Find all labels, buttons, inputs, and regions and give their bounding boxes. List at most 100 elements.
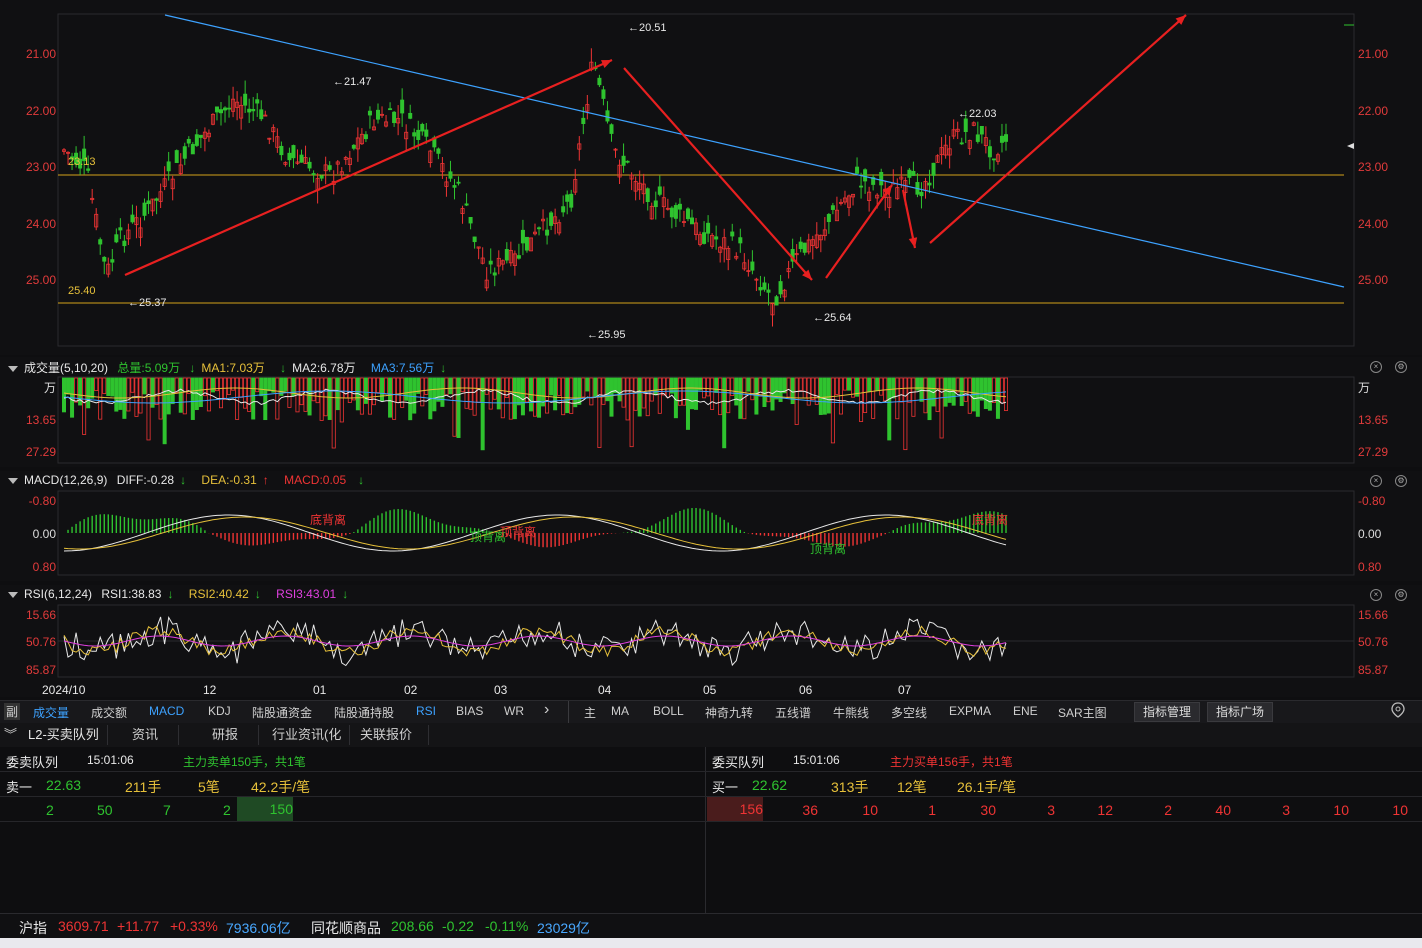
volume-bar (875, 377, 880, 391)
macd-annotation: 底背离 (972, 513, 1009, 527)
candle-body (557, 222, 562, 234)
tab-ma[interactable]: MA (611, 704, 629, 718)
close-icon[interactable]: × (1370, 361, 1382, 373)
time-axis-label: 2024/10 (42, 683, 86, 697)
candle-body (698, 234, 703, 245)
volume-bar (138, 377, 143, 414)
tab-bull-bear[interactable]: 牛熊线 (833, 706, 870, 720)
candle-body (549, 212, 554, 226)
candle-body (714, 236, 719, 240)
candle-body (400, 99, 405, 114)
tab-sar[interactable]: SAR主图 (1058, 706, 1107, 720)
candle-body (601, 89, 606, 99)
volume-axis-label: 13.65 (25, 413, 56, 427)
candle-body (480, 257, 485, 264)
tab-rsi[interactable]: RSI (416, 704, 437, 718)
volume-bar (738, 377, 743, 419)
candle-body (991, 158, 996, 161)
volume-bar (190, 377, 195, 420)
price-chart[interactable] (0, 0, 1422, 355)
tab-macd[interactable]: MACD (149, 704, 185, 718)
rsi-1: RSI1:38.83 ↓ (101, 587, 174, 601)
volume-chart[interactable] (0, 357, 1422, 467)
candle-body (641, 183, 646, 195)
candle-body (621, 155, 626, 166)
sell-volume: 211手 (125, 779, 162, 795)
volume-axis-unit: 万 (43, 381, 56, 395)
settings-icon[interactable]: ⚙ (1395, 361, 1407, 373)
settings-icon[interactable]: ⚙ (1395, 589, 1407, 601)
rsi-chart[interactable] (0, 585, 1422, 697)
tab-ene[interactable]: ENE (1013, 704, 1038, 718)
volume-bar (565, 377, 570, 414)
candle-body (524, 236, 529, 251)
settings-icon[interactable]: ⚙ (1395, 475, 1407, 487)
buy-volume: 313手 (831, 779, 869, 795)
candle-body (565, 194, 570, 202)
close-icon[interactable]: × (1370, 589, 1382, 601)
rsi-axis-label: 15.66 (25, 608, 56, 622)
volume-bar (903, 377, 908, 451)
collapse-icon[interactable] (8, 591, 18, 598)
annotation-high-top: ←20.51 (628, 22, 667, 34)
tab-l2-queue[interactable]: L2-买卖队列 (20, 725, 108, 745)
annotation-low-right: ←25.64 (813, 312, 852, 324)
tab-bias[interactable]: BIAS (456, 704, 484, 718)
candle-body (182, 146, 187, 159)
indicator-square-button[interactable]: 指标广场 (1207, 702, 1274, 722)
tab-related-quotes[interactable]: 关联报价 (352, 725, 430, 745)
tab-news[interactable]: 资讯 (124, 725, 180, 745)
tab-expma[interactable]: EXPMA (949, 704, 992, 718)
chevron-right-icon[interactable]: › (544, 701, 550, 718)
annotation-high-left: ←21.47 (333, 76, 372, 88)
candle-body (577, 143, 582, 150)
index2-name[interactable]: 同花顺商品 (311, 920, 381, 936)
volume-bar (754, 377, 759, 415)
candle-body (995, 154, 1000, 162)
rsi-axis-label: 50.76 (25, 635, 56, 649)
index1-name[interactable]: 沪指 (19, 920, 47, 936)
tab-five-lines[interactable]: 五线谱 (775, 706, 812, 720)
rsi-2: RSI2:40.42 ↓ (188, 587, 261, 601)
volume-bar (174, 377, 179, 393)
collapse-chevron-icon[interactable]: ︾ (4, 727, 18, 742)
tab-hsgt-funds[interactable]: 陆股通资金 (252, 706, 313, 720)
tab-research[interactable]: 研报 (204, 725, 260, 745)
volume-bar (170, 377, 175, 405)
volume-header: 成交量(5,10,20) 总量:5.09万 ↓ MA1:7.03万 ↓ MA2:6.… (8, 359, 458, 376)
volume-bar (706, 377, 711, 397)
arrow-up-2 (825, 184, 893, 279)
tab-long-short[interactable]: 多空线 (891, 706, 928, 720)
volume-ma3-line (63, 390, 1007, 404)
candle-body (476, 246, 481, 249)
tab-magic-nine[interactable]: 神奇九转 (705, 706, 754, 720)
collapse-icon[interactable] (8, 365, 18, 372)
macd-chart[interactable] (0, 471, 1422, 581)
candle-body (66, 151, 71, 154)
candle-body (633, 181, 638, 192)
sell-queue-cell: 7 (163, 802, 171, 818)
candle-body (74, 152, 79, 165)
tab-hsgt-holdings[interactable]: 陆股通持股 (334, 706, 395, 720)
candle-body (472, 236, 477, 243)
volume-bar (223, 377, 228, 400)
tab-boll[interactable]: BOLL (653, 704, 684, 718)
tab-industry-news[interactable]: 行业资讯(化 (264, 725, 351, 745)
close-icon[interactable]: × (1370, 475, 1382, 487)
volume-bar (158, 377, 163, 420)
tab-kdj[interactable]: KDJ (208, 704, 231, 718)
indicator-manage-button[interactable]: 指标管理 (1134, 702, 1201, 722)
sell-orders: 5笔 (198, 779, 220, 795)
tab-amount[interactable]: 成交额 (91, 706, 128, 720)
candle-body (947, 148, 952, 156)
volume-bar (802, 377, 807, 399)
volume-bar (283, 377, 288, 392)
volume-bar (762, 377, 767, 408)
collapse-icon[interactable] (8, 477, 18, 484)
tab-wr[interactable]: WR (504, 704, 524, 718)
price-axis-label-right: 24.00 (1358, 217, 1389, 231)
volume-bar (899, 377, 904, 403)
volume-bar (291, 377, 296, 397)
tab-volume[interactable]: 成交量 (33, 706, 70, 720)
location-icon[interactable] (1391, 702, 1405, 721)
